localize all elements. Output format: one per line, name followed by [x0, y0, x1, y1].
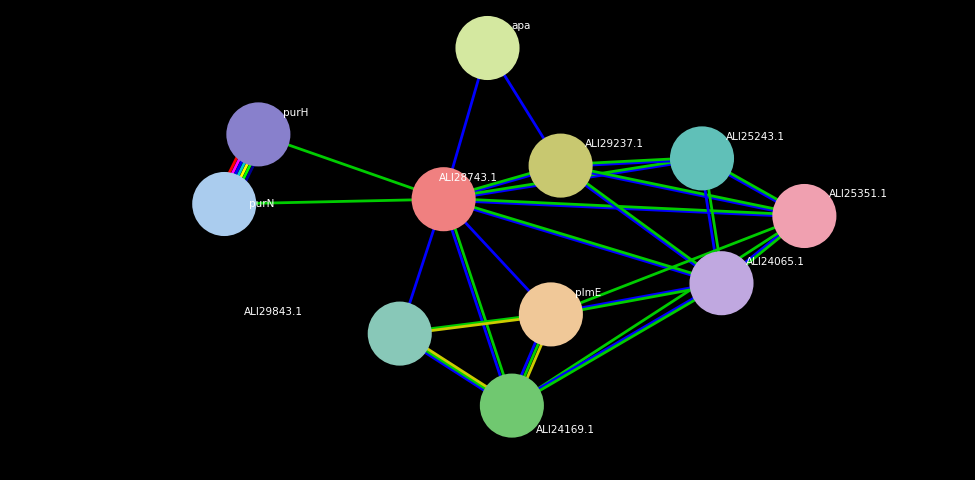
Ellipse shape	[481, 374, 543, 437]
Text: ALI25351.1: ALI25351.1	[829, 190, 888, 199]
Text: ALI28743.1: ALI28743.1	[439, 173, 498, 182]
Ellipse shape	[529, 134, 592, 197]
Text: plmE: plmE	[575, 288, 602, 298]
Text: ALI29843.1: ALI29843.1	[244, 307, 303, 317]
Text: ALI24065.1: ALI24065.1	[746, 257, 804, 266]
Ellipse shape	[193, 173, 255, 235]
Ellipse shape	[412, 168, 475, 230]
Text: purN: purN	[249, 199, 274, 209]
Text: ALI24169.1: ALI24169.1	[536, 425, 596, 434]
Text: apa: apa	[512, 22, 531, 31]
Text: ALI25243.1: ALI25243.1	[726, 132, 786, 142]
Ellipse shape	[227, 103, 290, 166]
Ellipse shape	[520, 283, 582, 346]
Ellipse shape	[369, 302, 431, 365]
Ellipse shape	[690, 252, 753, 314]
Text: ALI29237.1: ALI29237.1	[585, 139, 644, 149]
Ellipse shape	[773, 185, 836, 247]
Ellipse shape	[671, 127, 733, 190]
Ellipse shape	[456, 17, 519, 79]
Text: purH: purH	[283, 108, 308, 118]
